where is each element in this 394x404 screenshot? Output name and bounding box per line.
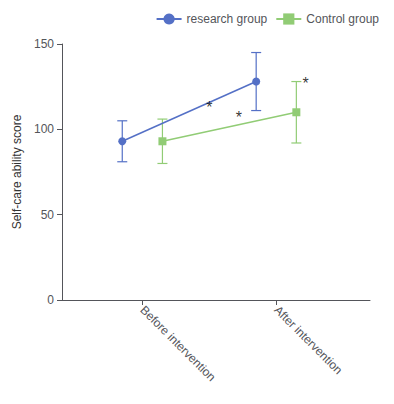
svg-text:research group: research group [187,12,268,26]
svg-text:*: * [206,99,212,116]
svg-text:After intervention: After intervention [271,303,345,377]
svg-text:Self-care ability score: Self-care ability score [10,114,24,229]
svg-text:*: * [303,75,309,92]
svg-text:0: 0 [47,293,54,307]
svg-text:Control group: Control group [306,12,379,26]
svg-text:Before intervention: Before intervention [137,303,218,384]
svg-text:*: * [236,109,242,126]
svg-text:50: 50 [41,208,55,222]
svg-text:100: 100 [34,122,54,136]
svg-text:150: 150 [34,37,54,51]
